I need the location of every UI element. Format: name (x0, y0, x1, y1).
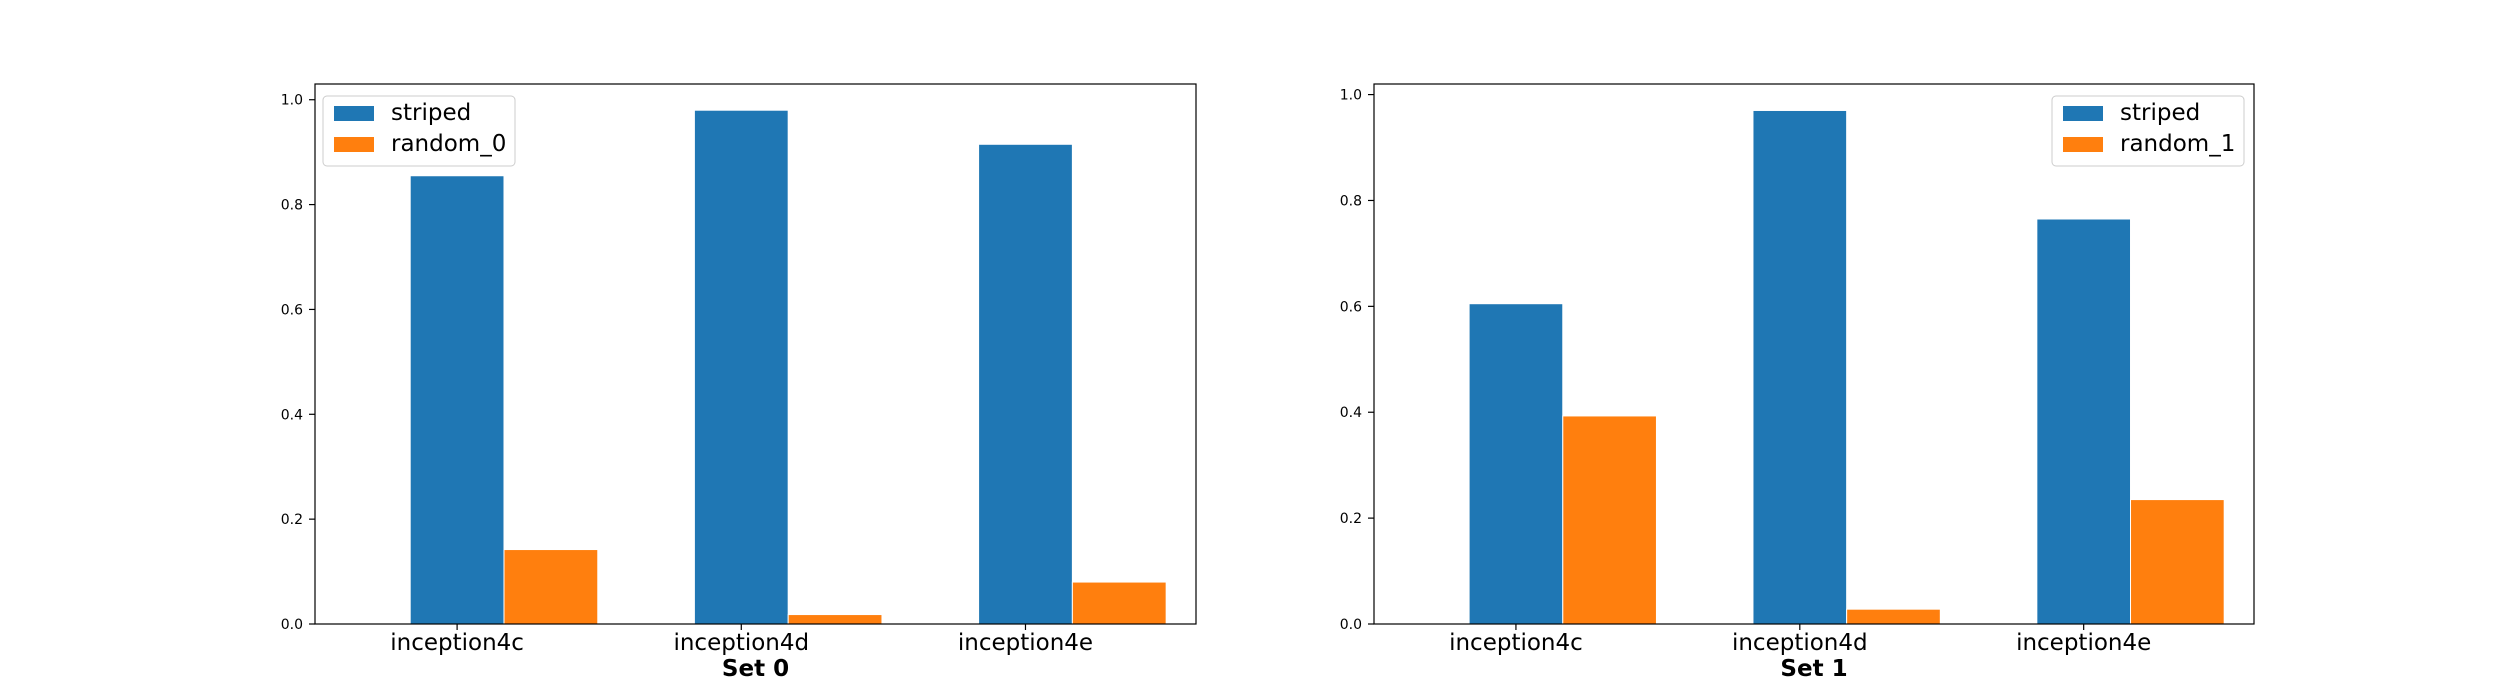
bar-striped-inception4c (409, 175, 505, 625)
y-tick-label: 0.2 (281, 512, 303, 528)
x-tick-label: inception4d (1732, 630, 1868, 656)
bar-random_0-inception4d (787, 614, 883, 625)
legend-label-random_0: random_0 (391, 131, 506, 157)
y-tick-label: 1.0 (281, 93, 303, 109)
bar-random_1-inception4e (2130, 499, 2225, 625)
x-axis-label: Set 1 (1780, 656, 1847, 682)
x-tick-label: inception4e (958, 630, 1093, 656)
x-tick-label: inception4e (2016, 630, 2151, 656)
y-tick-label: 0.6 (1340, 299, 1362, 315)
bar-random_0-inception4e (1071, 581, 1167, 625)
x-tick-label: inception4c (1449, 630, 1583, 656)
bar-random_1-inception4d (1846, 608, 1941, 625)
x-tick-label: inception4d (673, 630, 809, 656)
x-tick-label: inception4c (390, 630, 524, 656)
bar-striped-inception4c (1468, 303, 1564, 625)
legend-label-random_1: random_1 (2120, 131, 2235, 157)
axes-frame (314, 83, 1197, 625)
chart-0: 0.0 0.2 0.4 0.6 0.8 1.0 inception4c inception4d… (281, 83, 1197, 682)
bar-striped-inception4d (1752, 109, 1848, 625)
bar-striped-inception4e (978, 143, 1073, 625)
y-tick-label: 0.0 (281, 617, 303, 633)
legend: striped random_1 (2051, 95, 2245, 167)
chart-1: 0.0 0.2 0.4 0.6 0.8 1.0 inception4c inception4d… (1340, 83, 2255, 682)
bar-striped-inception4d (693, 109, 789, 625)
y-tick-label: 0.2 (1340, 511, 1362, 527)
legend-swatch-striped (334, 106, 374, 121)
legend: striped random_0 (322, 95, 516, 167)
legend-swatch-random_0 (334, 137, 374, 152)
y-tick-label: 0.4 (1340, 405, 1362, 421)
y-tick-label: 1.0 (1340, 88, 1362, 104)
bar-random_0-inception4c (503, 549, 599, 625)
legend-label-striped: striped (391, 100, 471, 126)
legend-swatch-striped (2063, 106, 2103, 121)
x-axis-label: Set 0 (722, 656, 789, 682)
legend-label-striped: striped (2120, 100, 2200, 126)
axes-frame (1373, 83, 2255, 625)
bar-random_1-inception4c (1562, 415, 1657, 625)
y-tick-label: 0.8 (1340, 193, 1362, 209)
legend-swatch-random_1 (2063, 137, 2103, 152)
y-tick-label: 0.6 (281, 302, 303, 318)
y-tick-label: 0.0 (1340, 617, 1362, 633)
y-tick-label: 0.8 (281, 198, 303, 214)
bar-striped-inception4e (2036, 218, 2132, 625)
y-tick-label: 0.4 (281, 407, 303, 423)
